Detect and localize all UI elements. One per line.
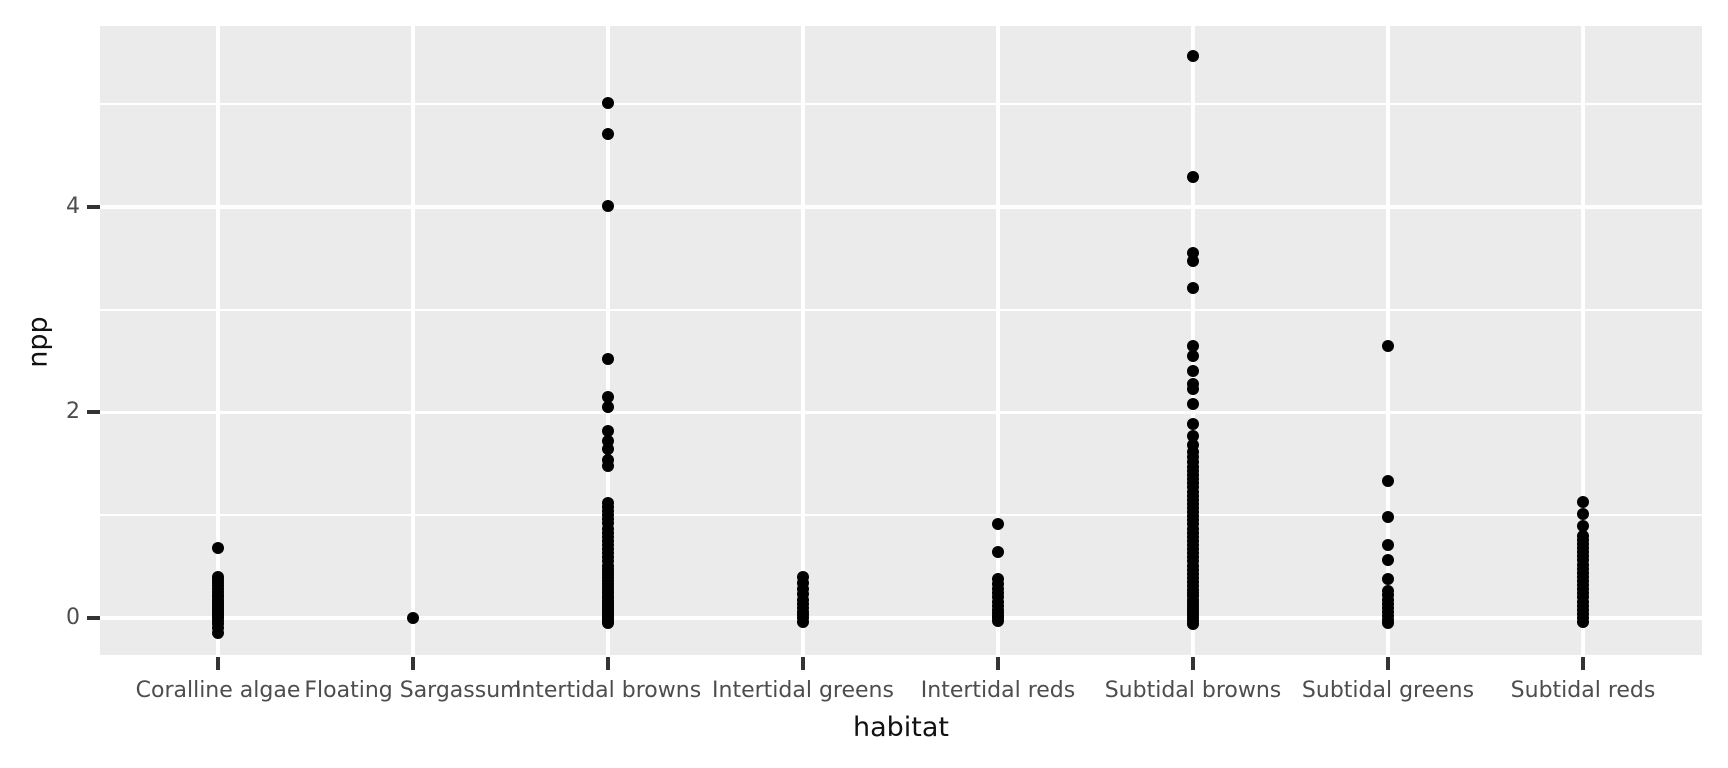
data-point [1187, 365, 1199, 378]
x-axis-category-label: Intertidal reds [920, 678, 1076, 703]
data-point [1577, 508, 1589, 521]
x-axis-title: habitat [852, 712, 950, 743]
data-point [1382, 572, 1394, 585]
gridline-major-x-0 [216, 26, 220, 655]
data-point [1187, 255, 1199, 268]
x-axis-category-label: Intertidal browns [514, 678, 702, 703]
data-point [1187, 398, 1199, 411]
gridline-minor-y-1 [100, 514, 1702, 517]
data-point [602, 617, 614, 630]
data-point [602, 353, 614, 365]
data-point [1187, 417, 1199, 430]
data-point [602, 391, 614, 404]
data-point [992, 518, 1004, 531]
gridline-major-y-0 [100, 616, 1702, 620]
gridline-minor-y-3 [100, 308, 1702, 311]
y-axis-tick-label: 4 [66, 193, 80, 219]
data-point [1577, 616, 1589, 629]
gridline-major-x-4 [996, 26, 1000, 655]
x-axis-category-label: Subtidal reds [1510, 678, 1656, 703]
x-axis-tick [1386, 657, 1390, 670]
data-point [602, 401, 614, 414]
y-axis-tick [87, 410, 100, 415]
data-point [602, 97, 614, 110]
data-point [407, 612, 419, 624]
data-point [1187, 339, 1199, 352]
data-point [1187, 49, 1199, 62]
x-axis-tick [1191, 657, 1195, 670]
y-axis-tick [87, 204, 100, 209]
data-point [602, 424, 614, 437]
data-point [1382, 475, 1394, 488]
gridline-major-x-2 [606, 26, 610, 655]
y-axis-title-text: npp [22, 316, 54, 368]
data-point [1577, 519, 1589, 532]
data-point [602, 127, 614, 140]
x-axis-tick [996, 657, 1000, 670]
data-point [212, 542, 224, 555]
data-point [1577, 495, 1589, 508]
data-point [1382, 554, 1394, 567]
x-axis-category-label: Floating Sargassum [304, 678, 522, 703]
x-axis-tick [411, 657, 415, 670]
x-axis-category-label: Coralline algae [135, 678, 301, 703]
gridline-major-y-2 [100, 410, 1702, 415]
data-point [1187, 171, 1199, 184]
y-axis-tick-label: 2 [66, 399, 80, 425]
plot-panel [100, 26, 1702, 655]
x-axis-tick [1581, 657, 1585, 670]
data-point [797, 616, 809, 629]
data-point [602, 459, 614, 472]
y-axis-tick-label: 0 [66, 605, 80, 630]
x-axis-tick [606, 657, 610, 670]
x-axis-category-label: Subtidal browns [1104, 678, 1282, 703]
y-axis-tick [87, 616, 100, 620]
data-point [212, 627, 224, 640]
data-point [1187, 430, 1199, 443]
data-point [1187, 618, 1199, 631]
data-point [992, 546, 1004, 559]
data-point [1187, 382, 1199, 395]
x-axis-category-label: Intertidal greens [712, 678, 894, 703]
x-axis-tick [216, 657, 220, 670]
data-point [1187, 282, 1199, 295]
gridline-major-x-3 [801, 26, 805, 655]
data-point [1382, 511, 1394, 524]
x-axis-category-label: Subtidal greens [1301, 678, 1475, 703]
gridline-major-x-1 [411, 26, 415, 655]
gridline-major-y-4 [100, 205, 1702, 209]
gridline-minor-y-5 [100, 103, 1702, 106]
data-point [992, 615, 1004, 628]
data-point [1187, 349, 1199, 362]
data-point [602, 443, 614, 456]
data-point [1382, 617, 1394, 630]
x-axis-tick [801, 657, 805, 670]
data-point [1382, 339, 1394, 352]
gridline-major-x-7 [1581, 26, 1585, 655]
data-point [602, 199, 614, 212]
data-point [1382, 539, 1394, 552]
